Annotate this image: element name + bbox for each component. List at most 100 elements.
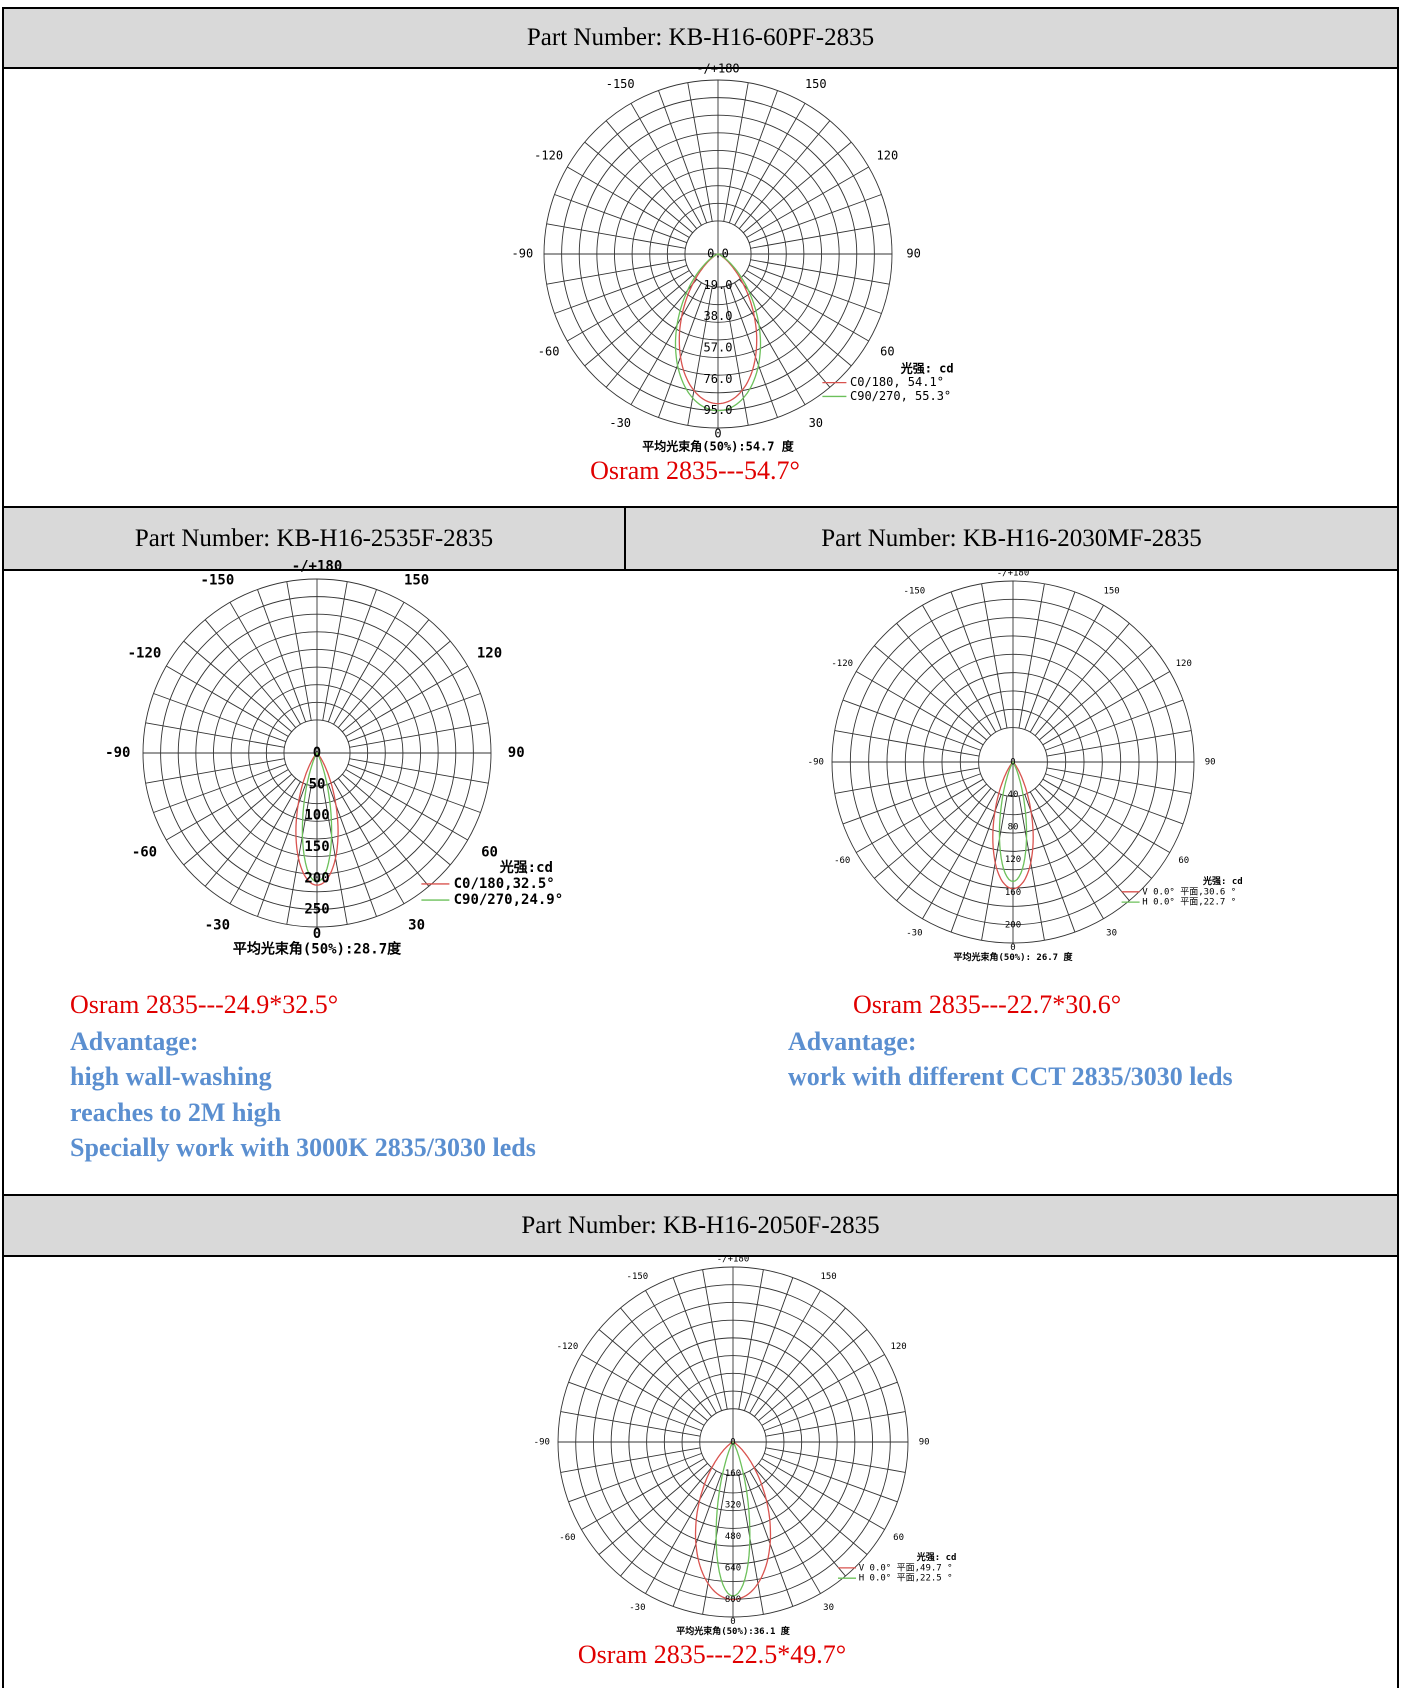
polar-spoke [1034,788,1130,901]
polar-spoke [567,166,690,238]
polar-spoke [327,589,377,723]
polar-spoke [702,1474,728,1615]
polar-spoke [1034,623,1130,736]
polar-spoke [183,773,292,866]
polar-spoke [746,270,869,342]
polar-spoke [738,1269,764,1410]
polar-spoke [1046,767,1192,794]
radial-label: 800 [725,1595,741,1605]
polar-spoke [1039,645,1152,741]
radial-label: 100 [304,808,329,824]
light-curve [694,1441,772,1601]
legend-entry: V 0.0° 平面,49.7 ° [859,1562,953,1573]
polar-spoke [738,1474,764,1615]
angle-label: -90 [808,758,824,768]
legend-entry: H 0.0° 平面,22.7 ° [1142,897,1236,908]
polar-spoke [568,1452,702,1503]
angle-label: 150 [820,1272,836,1282]
beam-angle: 平均光束角(50%): 26.7 度 [953,951,1073,963]
polar-spoke [761,1354,885,1426]
polar-spoke [750,259,890,285]
advantage-line: high wall-washing [70,1062,272,1091]
polar-spoke [750,223,890,249]
angle-label: -60 [559,1533,575,1543]
polar-spoke [950,591,1002,730]
polar-spoke [764,1381,898,1432]
beam-angle: 平均光束角(50%):36.1 度 [676,1625,791,1637]
angle-label: -60 [132,845,157,861]
beam-angle: 平均光束角(50%):28.7度 [233,940,402,957]
polar-spoke [761,1458,885,1530]
angle-label: -90 [512,247,534,261]
polar-spoke [257,589,307,723]
polar-spoke [1029,791,1104,919]
polar-spoke [748,194,882,244]
polar-spoke [166,665,289,737]
polar-spoke [598,1463,708,1555]
caption: Osram 2835---54.7° [590,456,800,485]
cell [2,1255,1399,1688]
radial-label: 160 [1005,888,1021,898]
radial-label: 0.0 [707,247,729,261]
polar-spoke [842,699,981,751]
polar-spoke [672,1473,723,1607]
radial-label: 120 [1005,855,1021,865]
angle-label: -120 [557,1342,579,1352]
caption: Osram 2835---24.9*32.5° [70,990,339,1019]
polar-spoke [546,223,686,249]
caption: Osram 2835---22.5*49.7° [577,1640,847,1669]
radial-label: 250 [304,902,329,918]
advantage-line: reaches to 2M high [70,1098,282,1127]
light-curve [295,752,339,886]
legend-entry: C90/270, 55.3° [850,389,951,403]
polar-spoke [896,788,992,901]
polar-spoke [1018,583,1045,729]
polar-spoke [584,274,693,367]
polar-spoke [922,791,997,919]
polar-spoke [834,730,980,757]
angle-label: -150 [904,587,926,597]
polar-spoke [1024,794,1076,933]
polar-spoke [568,1381,702,1432]
polar-spoke [630,282,702,405]
angle-label: 60 [880,344,894,358]
polar-spoke [620,1307,712,1417]
polar-spoke [286,785,312,925]
legend-unit: 光强: cd [900,360,954,375]
angle-label: 0 [1010,943,1015,953]
angle-label: 150 [1103,587,1119,597]
advantage-title: Advantage: [788,1027,917,1056]
polar-spoke [345,665,468,737]
polar-spoke [658,284,708,418]
polar-spoke [1018,795,1045,941]
radial-label: 0 [730,1438,735,1448]
angle-label: -30 [205,918,230,934]
polar-spoke [748,264,882,314]
part-header: Part Number: KB-H16-2050F-2835 [2,1194,1399,1257]
polar-spoke [145,758,285,784]
polar-spoke [856,778,984,853]
polar-spoke [981,583,1008,729]
polar-spoke [896,623,992,736]
angle-label: 90 [906,247,920,261]
polar-spoke [337,619,430,728]
caption: Osram 2835---22.7*30.6° [853,990,1122,1019]
light-curve [678,253,758,405]
polar-spoke [874,645,987,741]
angle-label: -150 [201,572,235,588]
polar-spoke [322,785,348,925]
light-curve [715,1441,751,1597]
polar-spoke [560,1447,701,1473]
polar-spoke [856,671,984,746]
polar-spoke [687,82,713,222]
angle-label: 90 [508,745,525,761]
polar-spoke [754,1307,846,1417]
angle-label: -60 [538,344,560,358]
angle-label: -90 [534,1438,550,1448]
light-curve [301,752,333,883]
radial-label: 38.0 [704,309,733,323]
polar-spoke [723,286,749,426]
legend-entry: H 0.0° 平面,22.5 ° [859,1573,953,1584]
polar-spoke [1042,778,1170,853]
part-header: Part Number: KB-H16-60PF-2835 [2,7,1399,69]
